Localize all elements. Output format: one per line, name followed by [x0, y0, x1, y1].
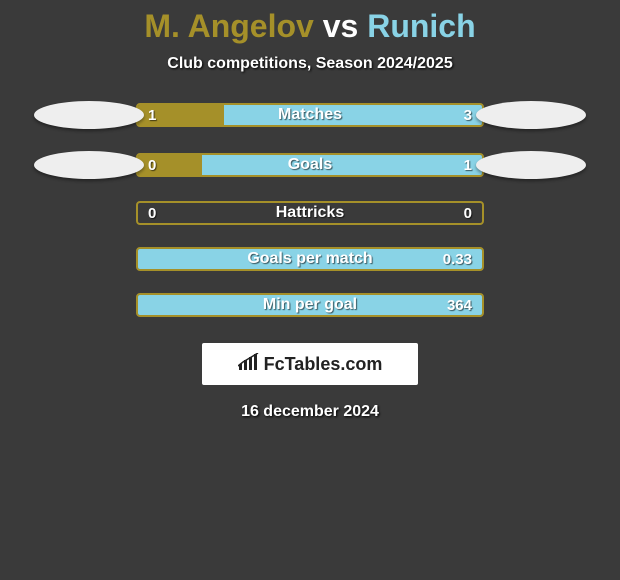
player1-name: M. Angelov — [144, 8, 313, 44]
stat-label: Goals per match — [138, 249, 482, 269]
player2-name: Runich — [367, 8, 475, 44]
subtitle: Club competitions, Season 2024/2025 — [0, 55, 620, 73]
stat-bar: Goals per match0.33 — [136, 247, 484, 271]
logo-text: FcTables.com — [264, 354, 383, 375]
stat-row: Min per goal364 — [0, 293, 620, 317]
stat-label: Matches — [138, 105, 482, 125]
comparison-infographic: M. Angelov vs Runich Club competitions, … — [0, 0, 620, 421]
stat-bar: 0Goals1 — [136, 153, 484, 177]
stat-bar: 0Hattricks0 — [136, 201, 484, 225]
stat-value-right: 0.33 — [443, 249, 472, 269]
stat-row: 1Matches3 — [0, 101, 620, 129]
stat-row: 0Hattricks0 — [0, 201, 620, 225]
stat-row: 0Goals1 — [0, 151, 620, 179]
player1-ellipse — [34, 101, 144, 129]
title: M. Angelov vs Runich — [0, 8, 620, 45]
stat-value-right: 0 — [464, 203, 472, 223]
stat-row: Goals per match0.33 — [0, 247, 620, 271]
player2-ellipse — [476, 101, 586, 129]
bar-chart-icon — [238, 353, 260, 376]
logo-box: FcTables.com — [202, 343, 418, 385]
logo: FcTables.com — [238, 353, 383, 376]
vs-text: vs — [323, 8, 359, 44]
stat-bar: 1Matches3 — [136, 103, 484, 127]
date: 16 december 2024 — [0, 403, 620, 421]
stat-bar: Min per goal364 — [136, 293, 484, 317]
player1-ellipse — [34, 151, 144, 179]
stat-value-right: 3 — [464, 105, 472, 125]
stat-label: Min per goal — [138, 295, 482, 315]
stat-label: Goals — [138, 155, 482, 175]
stat-label: Hattricks — [138, 203, 482, 223]
player2-ellipse — [476, 151, 586, 179]
stat-value-right: 364 — [447, 295, 472, 315]
stat-rows: 1Matches30Goals10Hattricks0Goals per mat… — [0, 101, 620, 317]
stat-value-right: 1 — [464, 155, 472, 175]
